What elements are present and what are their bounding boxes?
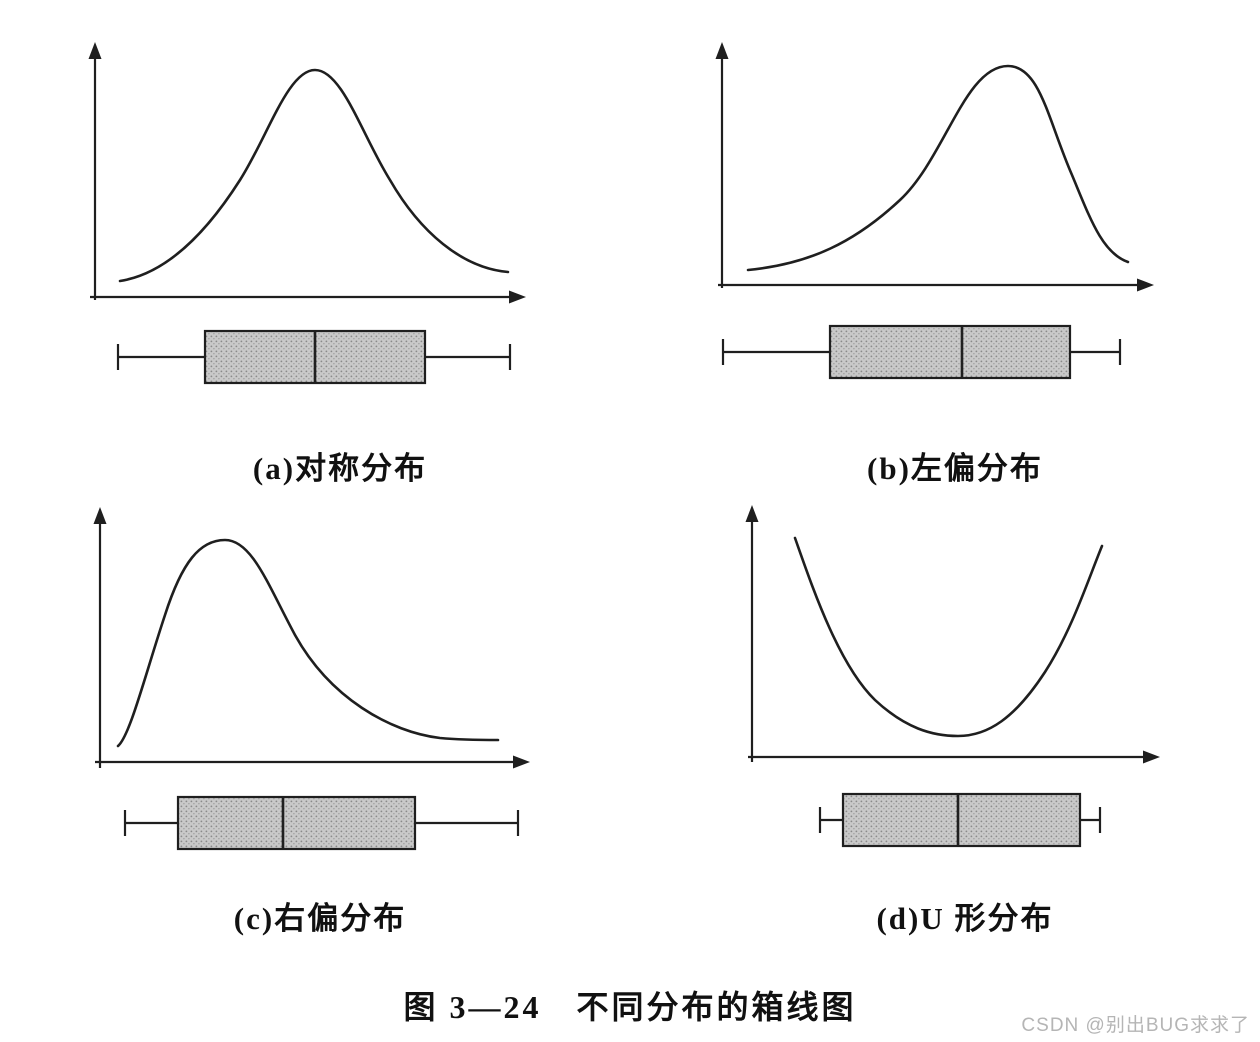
figure-caption: 图 3—24 不同分布的箱线图 bbox=[403, 989, 857, 1025]
panel-a bbox=[88, 42, 526, 385]
panel-b-axes bbox=[715, 42, 1154, 292]
panel-d-axes bbox=[745, 505, 1160, 764]
panel-a-boxplot bbox=[116, 329, 512, 385]
panel-c-y-axis-arrow-icon bbox=[93, 507, 107, 524]
panel-b-box bbox=[828, 324, 1072, 380]
panel-d-label: (d)U 形分布 bbox=[876, 901, 1054, 936]
panel-a-y-axis-arrow-icon bbox=[88, 42, 102, 59]
panel-b-x-axis-arrow-icon bbox=[1137, 278, 1154, 292]
panel-b-label: (b)左偏分布 bbox=[867, 451, 1043, 486]
panel-b-boxplot bbox=[721, 324, 1122, 380]
panel-c-box bbox=[176, 795, 417, 851]
panel-a-label: (a)对称分布 bbox=[252, 451, 428, 486]
panel-c-axes bbox=[93, 507, 530, 769]
panel-d-density-curve bbox=[793, 536, 1104, 738]
panel-d-boxplot bbox=[818, 792, 1102, 848]
panel-c-label: (c)右偏分布 bbox=[233, 901, 407, 936]
panel-d-box bbox=[841, 792, 1082, 848]
panel-d-x-axis-arrow-icon bbox=[1143, 750, 1160, 764]
panel-c-boxplot bbox=[123, 795, 520, 851]
panel-a-density-curve bbox=[118, 68, 510, 283]
panel-b bbox=[715, 42, 1154, 380]
panel-c bbox=[93, 507, 530, 851]
watermark: CSDN @别出BUG求求了 bbox=[1021, 1015, 1250, 1036]
panel-b-y-axis-arrow-icon bbox=[715, 42, 729, 59]
panel-a-x-axis-arrow-icon bbox=[509, 290, 526, 304]
panel-b-density-curve bbox=[746, 64, 1130, 272]
panel-c-x-axis-arrow-icon bbox=[513, 755, 530, 769]
panel-d bbox=[745, 505, 1160, 848]
panel-a-axes bbox=[88, 42, 526, 304]
panel-c-density-curve bbox=[116, 538, 500, 748]
panel-d-y-axis-arrow-icon bbox=[745, 505, 759, 522]
